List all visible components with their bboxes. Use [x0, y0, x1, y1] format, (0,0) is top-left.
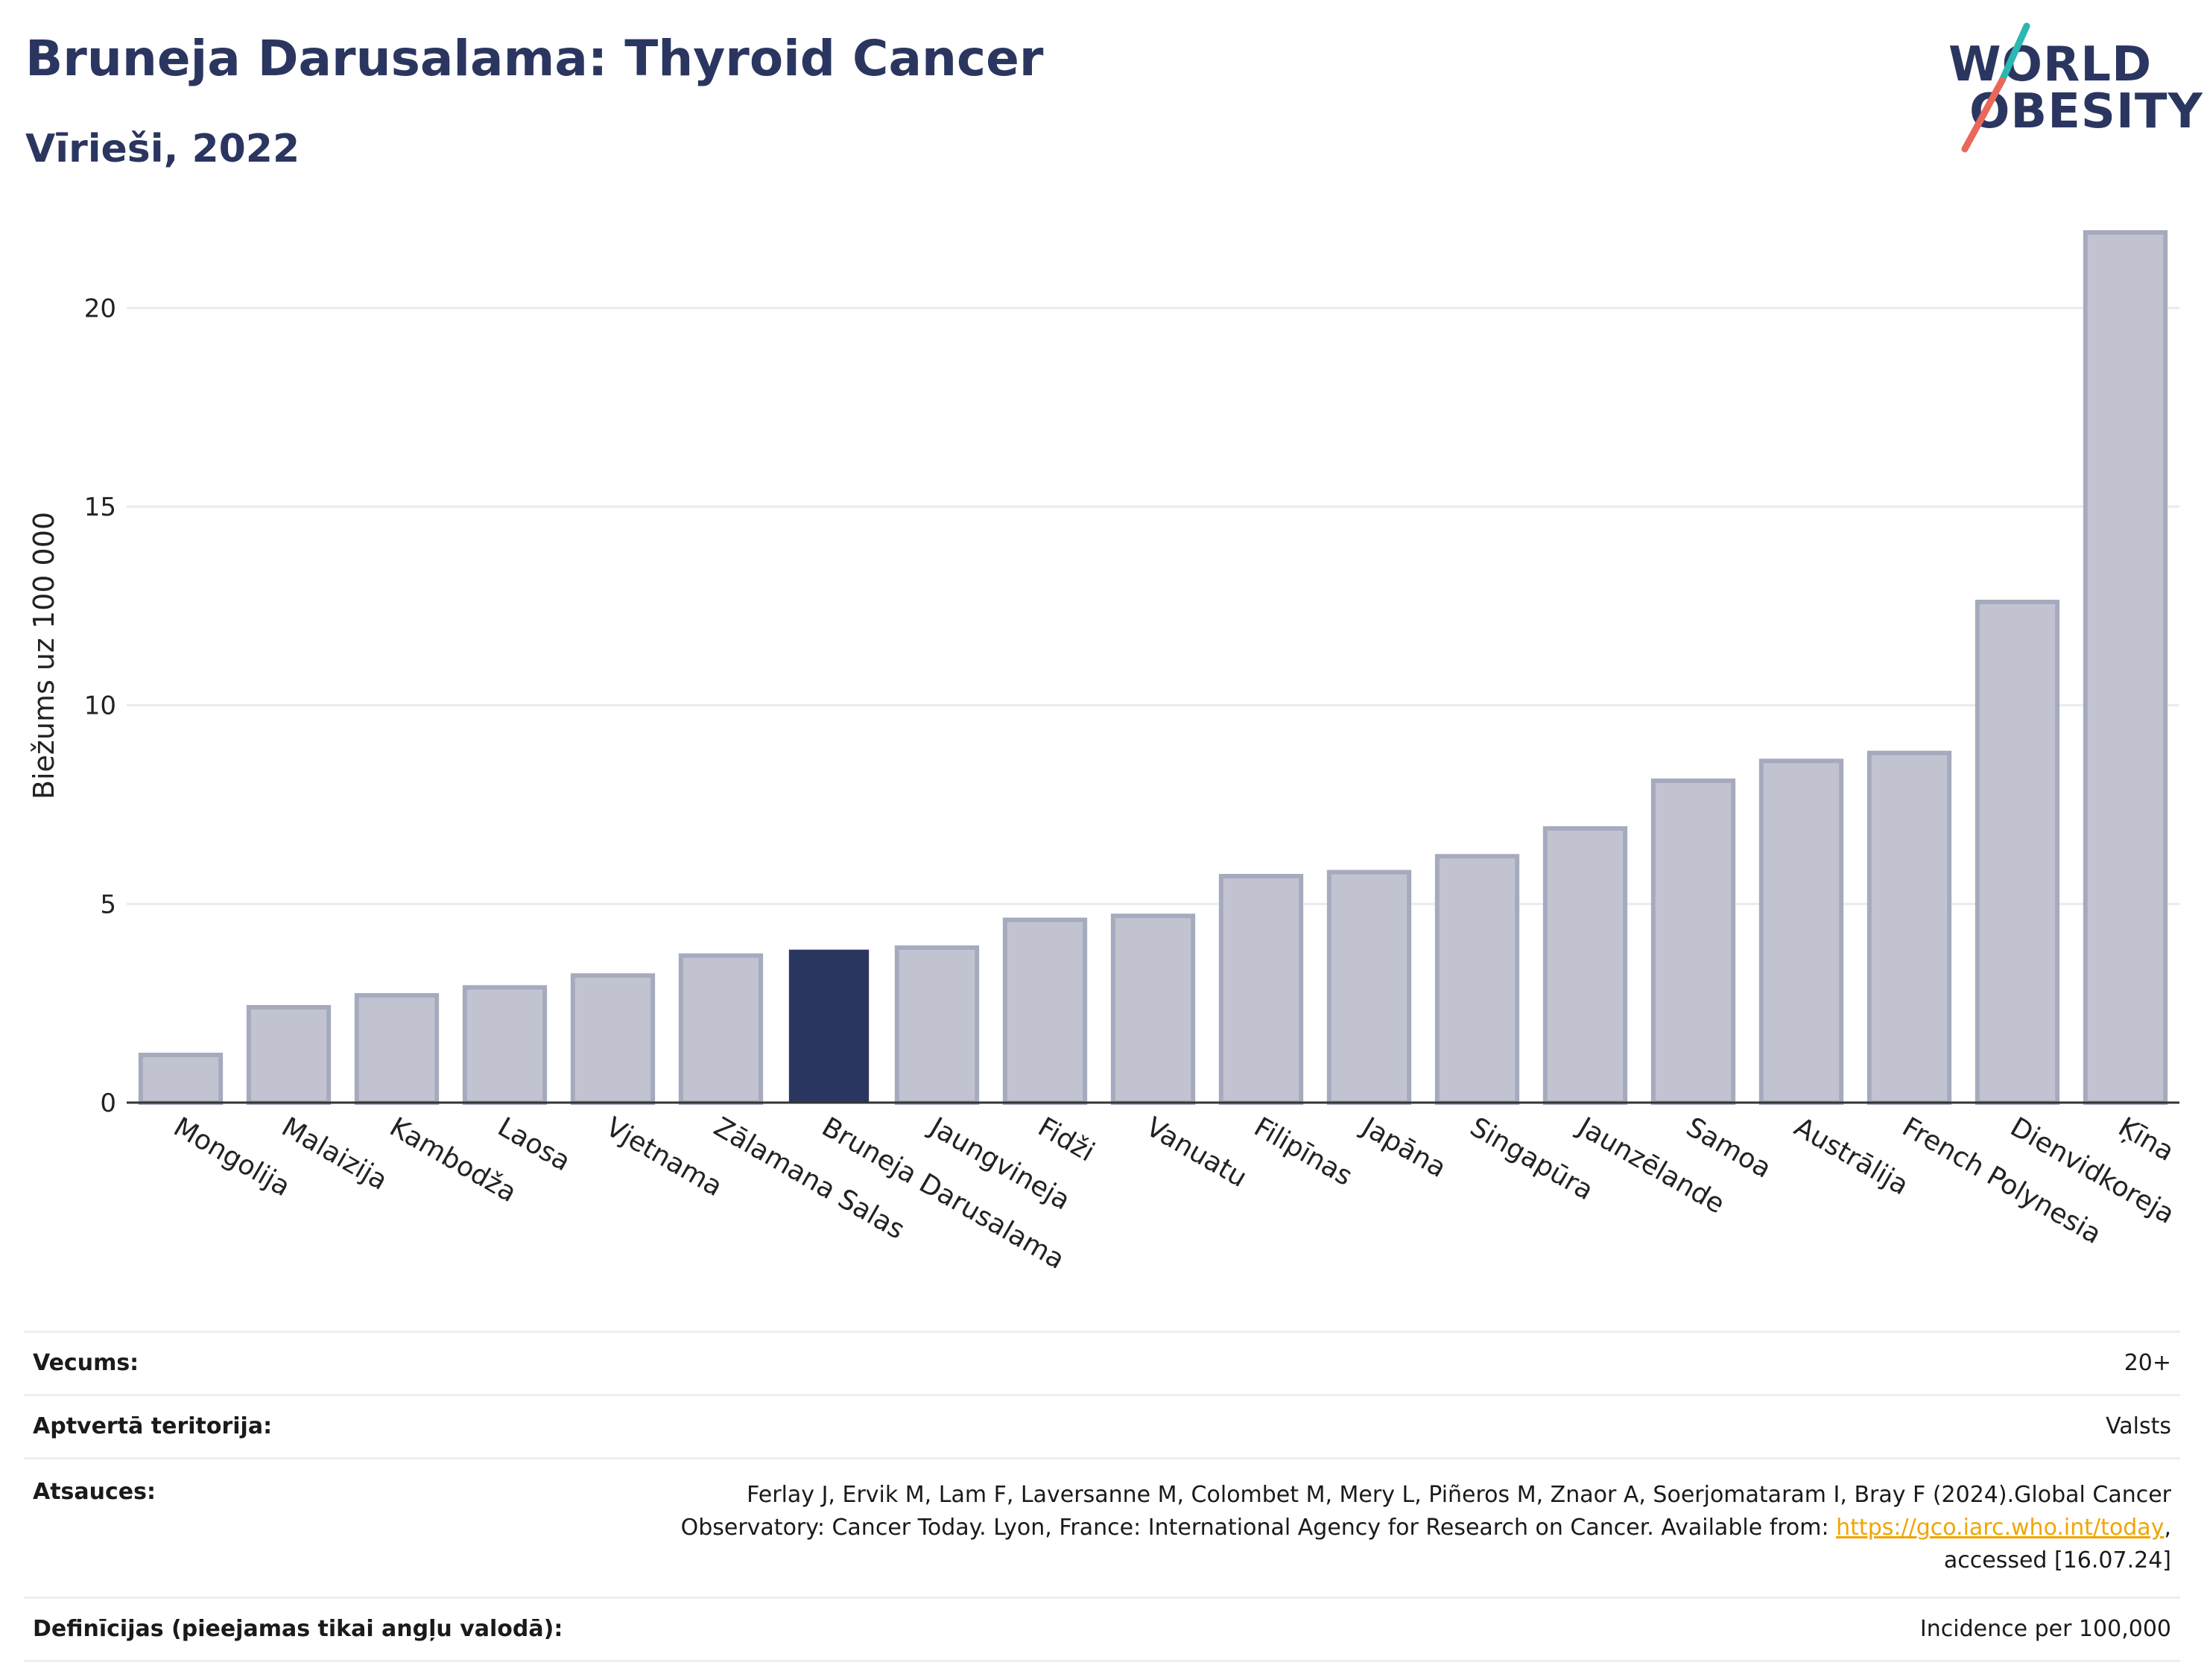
definitions-value: Incidence per 100,000: [1919, 1616, 2171, 1642]
references-link[interactable]: https://gco.iarc.who.int/today: [1836, 1515, 2165, 1541]
bar: [246, 1005, 332, 1105]
x-tick-label: Mongolija: [168, 1112, 295, 1202]
logo-slash-icon: [1961, 22, 2030, 153]
bar: [1758, 758, 1844, 1105]
bar: [570, 973, 656, 1106]
references-value: Ferlay J, Ervik M, Lam F, Laversanne M, …: [681, 1479, 2171, 1577]
x-tick-label: Vjetnama: [601, 1112, 727, 1202]
y-tick-label: 15: [84, 492, 116, 522]
references-line-1: Ferlay J, Ervik M, Lam F, Laversanne M, …: [747, 1482, 2171, 1508]
x-tick-label: Ķīna: [2113, 1112, 2179, 1167]
y-tick-label: 5: [100, 890, 116, 919]
x-tick-label: Japāna: [1355, 1111, 1451, 1184]
bar: [2083, 230, 2168, 1105]
coverage-value: Valsts: [2106, 1413, 2171, 1439]
references-line-2-end: ,: [2164, 1515, 2171, 1541]
x-tick-label: Vanuatu: [1141, 1112, 1252, 1194]
y-tick-label: 10: [84, 691, 116, 721]
meta-row-references: Atsauces: Ferlay J, Ervik M, Lam F, Lave…: [24, 1457, 2180, 1597]
references-line-2: Observatory: Cancer Today. Lyon, France:…: [680, 1515, 1837, 1541]
y-tick-label: 0: [100, 1088, 116, 1118]
x-tick-label: French Polynesia: [1897, 1112, 2106, 1250]
bar: [1975, 600, 2060, 1105]
bar: [894, 945, 980, 1105]
bar-highlighted: [788, 949, 870, 1103]
bar: [1650, 779, 1736, 1105]
bar: [1326, 869, 1412, 1106]
x-tick-label: Zālamana Salas: [709, 1112, 910, 1245]
world-obesity-logo: WORLD OBESITY: [1948, 22, 2203, 164]
metadata-table: Vecums: 20+ Aptvertā teritorija: Valsts …: [24, 1331, 2180, 1662]
bar: [1866, 750, 1952, 1106]
bar: [1110, 913, 1196, 1105]
x-tick-label: Malaizija: [276, 1112, 393, 1196]
x-tick-label: Filipīnas: [1249, 1112, 1358, 1192]
definitions-label: Definīcijas (pieejamas tikai angļu valod…: [33, 1616, 563, 1642]
x-tick-label: Laosa: [493, 1112, 575, 1177]
meta-row-definitions: Definīcijas (pieejamas tikai angļu valod…: [24, 1597, 2180, 1662]
bar: [1218, 874, 1304, 1105]
x-tick-label: Fidži: [1033, 1112, 1100, 1167]
age-value: 20+: [2124, 1350, 2171, 1376]
meta-row-coverage: Aptvertā teritorija: Valsts: [24, 1394, 2180, 1457]
page-subtitle: Vīrieši, 2022: [25, 127, 300, 171]
bar: [1002, 917, 1088, 1106]
y-axis-label: Biežums uz 100 000: [28, 512, 60, 799]
bar: [138, 1053, 224, 1105]
x-tick-label: Austrālija: [1789, 1112, 1913, 1201]
meta-row-age: Vecums: 20+: [24, 1331, 2180, 1394]
bar: [678, 953, 764, 1105]
logo-line-2: OBESITY: [1969, 84, 2203, 139]
bar: [462, 985, 548, 1106]
references-line-3: accessed [16.07.24]: [1943, 1547, 2171, 1573]
bar: [1542, 826, 1628, 1105]
age-label: Vecums:: [33, 1350, 139, 1376]
y-tick-label: 20: [84, 294, 116, 323]
bar: [1434, 854, 1520, 1105]
page-title: Bruneja Darusalama: Thyroid Cancer: [25, 30, 1044, 87]
x-tick-label: Singapūra: [1465, 1112, 1598, 1206]
references-label: Atsauces:: [33, 1479, 156, 1505]
logo-line-1: WORLD: [1948, 37, 2153, 92]
bar-chart: 0 5 10 15 20 Biežums uz 100 000 MongolijaMalai…: [28, 230, 2179, 1275]
bar: [354, 993, 440, 1105]
coverage-label: Aptvertā teritorija:: [33, 1413, 273, 1439]
